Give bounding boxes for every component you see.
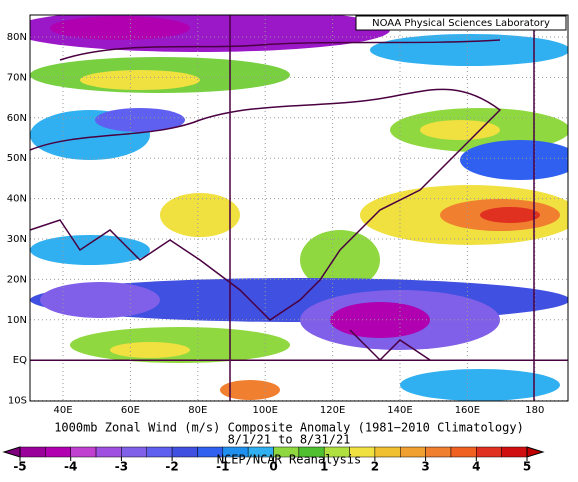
lat-label: 50N (7, 153, 27, 164)
period: 8/1/21 to 8/31/21 (228, 433, 351, 447)
lon-label: 100E (252, 405, 277, 416)
map-frame (29, 14, 569, 402)
lat-label: 10N (7, 315, 27, 326)
lat-label: 40N (7, 194, 27, 205)
colorbar-swatch (374, 446, 401, 458)
colorbar: -5 -4 -3 -2 -1 0 1 2 3 4 5 (2, 446, 545, 474)
colorbar-swatch (121, 446, 148, 458)
colorbar-swatch (45, 446, 71, 458)
colorbar-swatch (171, 446, 198, 458)
colorbar-arrow (2, 446, 21, 458)
colorbar-swatch (501, 446, 528, 458)
lat-label: 10S (8, 396, 27, 407)
colorbar-label: 1 (320, 460, 328, 474)
badge: NOAA Physical Sciences Laboratory (372, 18, 550, 29)
colorbar-swatch (19, 446, 46, 458)
anomaly-field (30, 15, 568, 401)
lon-label: 140E (387, 405, 412, 416)
lon-label: 60E (121, 405, 140, 416)
lat-label: 60N (7, 113, 27, 124)
lon-label: 80E (188, 405, 207, 416)
colorbar-label: -2 (165, 460, 178, 474)
colorbar-label: -5 (13, 460, 26, 474)
colorbar-label: -4 (64, 460, 77, 474)
coastlines (29, 39, 502, 362)
colorbar-label: -1 (216, 460, 229, 474)
source: NCEP/NCAR Reanalysis (217, 453, 362, 467)
colorbar-label: 2 (371, 460, 379, 474)
title: 1000mb Zonal Wind (m/s) Composite Anomal… (54, 421, 524, 435)
lat-label: 30N (7, 234, 27, 245)
colorbar-label: 0 (269, 460, 277, 474)
lat-label: EQ (13, 355, 27, 366)
lon-label: 180 (525, 405, 544, 416)
colorbar-swatch (476, 446, 502, 458)
colorbar-swatch (425, 446, 452, 458)
colorbar-swatch (146, 446, 173, 458)
lon-label: 40E (53, 405, 72, 416)
colorbar-label: 3 (421, 460, 429, 474)
colorbar-swatch (95, 446, 122, 458)
graticule (30, 15, 568, 402)
lat-label: 70N (7, 72, 27, 83)
colorbar-swatch (70, 446, 97, 458)
lat-label: 20N (7, 274, 27, 285)
colorbar-label: 5 (523, 460, 531, 474)
lat-label: 80N (7, 32, 27, 43)
colorbar-label: -3 (115, 460, 128, 474)
colorbar-swatch (450, 446, 477, 458)
lon-label: 120E (320, 405, 345, 416)
lon-label: 160E (455, 405, 480, 416)
badge-box (355, 15, 567, 31)
colorbar-arrow (526, 446, 545, 458)
colorbar-label: 4 (472, 460, 480, 474)
colorbar-swatch (400, 446, 426, 458)
